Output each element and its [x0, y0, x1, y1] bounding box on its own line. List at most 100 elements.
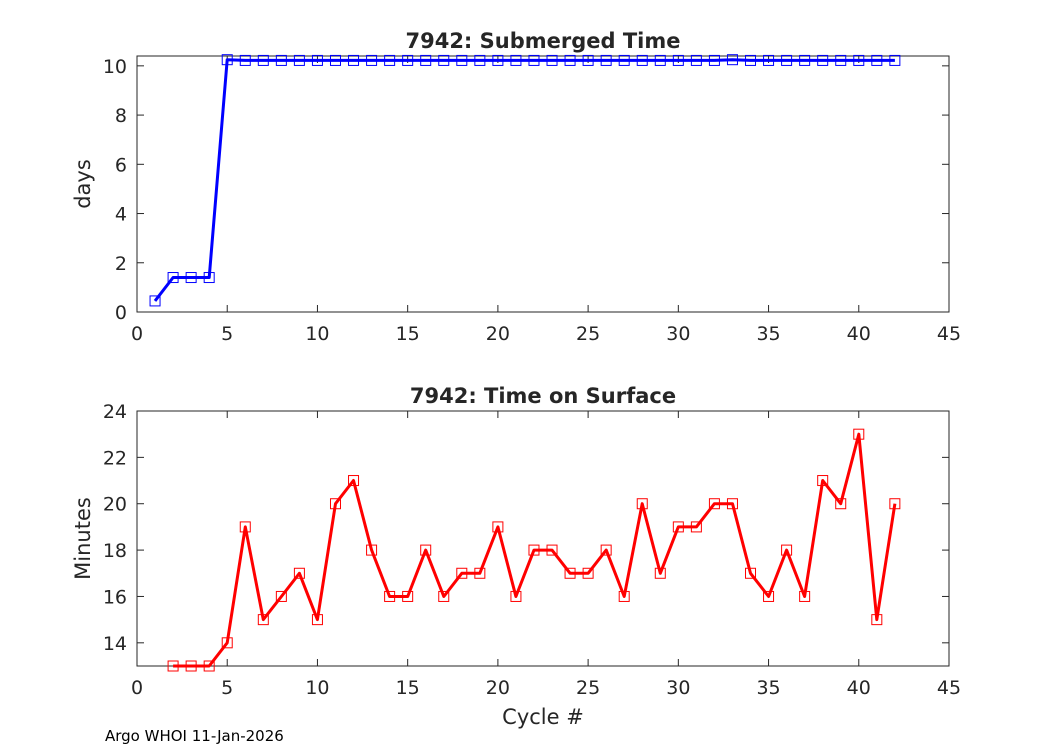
surface-ytick-label: 18 [103, 540, 127, 562]
submerged-data-point [582, 54, 594, 66]
submerged-data-point [329, 54, 341, 66]
submerged-data-point [889, 54, 901, 66]
surface-data-point [203, 660, 215, 672]
surface-data-point [420, 544, 432, 556]
submerged-axes-frame [136, 55, 950, 313]
submerged-ytick-label: 4 [115, 204, 127, 226]
surface-data-point [185, 660, 197, 672]
submerged-data-point [420, 54, 432, 66]
surface-data-point [817, 475, 829, 487]
surface-xtick-label: 20 [486, 677, 510, 699]
surface-data-point [348, 475, 360, 487]
surface-data-point [672, 521, 684, 533]
surface-data-point [618, 590, 630, 602]
submerged-data-point [149, 295, 161, 307]
submerged-data-point [636, 54, 648, 66]
submerged-data-point [474, 54, 486, 66]
submerged-data-point [763, 54, 775, 66]
submerged-xtick-label: 20 [486, 323, 510, 345]
submerged-data-point [726, 54, 738, 66]
surface-ylabel: Minutes [71, 497, 95, 580]
submerged-data-point [348, 54, 360, 66]
submerged-xtick-label: 35 [756, 323, 780, 345]
surface-data-point [871, 614, 883, 626]
submerged-data-point [528, 54, 540, 66]
surface-xtick-label: 30 [666, 677, 690, 699]
surface-data-point [690, 521, 702, 533]
submerged-data-point [745, 54, 757, 66]
surface-xtick-label: 5 [221, 677, 233, 699]
surface-data-point [492, 521, 504, 533]
submerged-ytick-label: 8 [115, 105, 127, 127]
submerged-ytick-label: 2 [115, 253, 127, 275]
submerged-data-point [456, 54, 468, 66]
submerged-data-point [708, 54, 720, 66]
surface-data-point [221, 637, 233, 649]
surface-data-point [781, 544, 793, 556]
submerged-data-point [293, 54, 305, 66]
surface-data-point [510, 590, 522, 602]
submerged-data-point [311, 54, 323, 66]
submerged-data-point [781, 54, 793, 66]
surface-ytick-label: 16 [103, 586, 127, 608]
surface-xlabel: Cycle # [502, 705, 584, 729]
submerged-data-point [853, 54, 865, 66]
surface-data-point [546, 544, 558, 556]
surface-axes-frame [136, 410, 950, 667]
surface-data-point [402, 590, 414, 602]
surface-data-point [311, 614, 323, 626]
surface-xtick-label: 35 [756, 677, 780, 699]
surface-xtick-label: 15 [396, 677, 420, 699]
surface-xtick-label: 10 [305, 677, 329, 699]
submerged-data-point [564, 54, 576, 66]
surface-series-line [173, 432, 897, 668]
submerged-data-point [257, 54, 269, 66]
surface-data-point [835, 498, 847, 510]
submerged-xtick-label: 45 [937, 323, 961, 345]
surface-ytick-label: 24 [103, 401, 127, 423]
submerged-title: 7942: Submerged Time [405, 29, 680, 53]
surface-ytick-label: 20 [103, 494, 127, 516]
surface-ytick-label: 22 [103, 447, 127, 469]
surface-data-point [239, 521, 251, 533]
submerged-xtick-label: 40 [847, 323, 871, 345]
submerged-data-point [672, 54, 684, 66]
submerged-ytick-label: 10 [103, 56, 127, 78]
surface-data-point [726, 498, 738, 510]
submerged-data-point [654, 54, 666, 66]
submerged-ylabel: days [71, 159, 95, 209]
submerged-xtick-label: 5 [221, 323, 233, 345]
submerged-data-point [239, 54, 251, 66]
submerged-data-point [817, 54, 829, 66]
surface-data-point [564, 567, 576, 579]
surface-data-point [366, 544, 378, 556]
submerged-data-point [384, 54, 396, 66]
submerged-data-point [402, 54, 414, 66]
submerged-xtick-label: 10 [305, 323, 329, 345]
surface-xtick-label: 40 [847, 677, 871, 699]
submerged-xtick-label: 25 [576, 323, 600, 345]
surface-data-point [528, 544, 540, 556]
submerged-data-point [438, 54, 450, 66]
surface-time-plot: 0 5 10 15 20 25 30 35 40 45 14 16 18 20 22 24 7942: Time… [71, 384, 961, 729]
submerged-data-point [799, 54, 811, 66]
submerged-time-plot: 0 5 10 15 20 25 30 35 40 45 0 2 4 6 8 10 7942: Submerged… [71, 29, 961, 345]
submerged-data-point [221, 54, 233, 66]
submerged-data-point [600, 54, 612, 66]
submerged-xtick-label: 0 [131, 323, 143, 345]
surface-data-point [636, 498, 648, 510]
surface-ytick-label: 14 [103, 633, 127, 655]
surface-data-point [456, 567, 468, 579]
surface-data-point [654, 567, 666, 579]
submerged-data-point [185, 272, 197, 284]
footer-credit: Argo WHOI 11-Jan-2026 [105, 727, 284, 745]
submerged-data-point [835, 54, 847, 66]
surface-data-point [708, 498, 720, 510]
submerged-data-point [510, 54, 522, 66]
surface-data-point [853, 428, 865, 440]
submerged-data-point [366, 54, 378, 66]
surface-data-point [275, 590, 287, 602]
surface-data-point [438, 590, 450, 602]
surface-data-point [889, 498, 901, 510]
surface-data-point [582, 567, 594, 579]
